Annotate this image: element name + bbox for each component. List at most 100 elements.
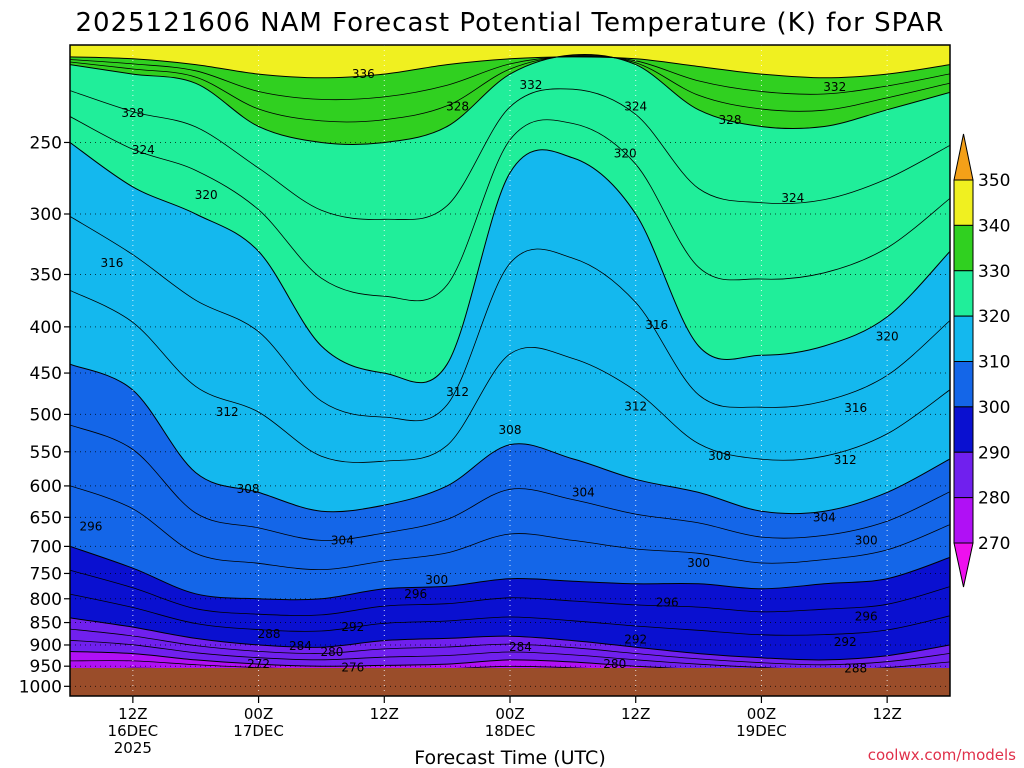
y-tick-label: 950 [30, 657, 62, 677]
contour-label: 332 [519, 78, 542, 92]
x-tick-label: 2025 [114, 739, 152, 757]
chart-title: 2025121606 NAM Forecast Potential Temper… [75, 8, 944, 38]
x-tick-label: 00Z [244, 705, 273, 723]
x-tick-label: 12Z [621, 705, 650, 723]
contour-label: 312 [834, 453, 857, 467]
colorbar-segment [953, 224, 974, 272]
grid-layer [70, 45, 950, 696]
contour-label: 276 [341, 660, 364, 674]
isentrope-interp [70, 628, 950, 666]
y-tick-label: 350 [30, 265, 62, 285]
x-tick-label: 00Z [747, 705, 776, 723]
isentrope-interp [70, 485, 950, 571]
x-tick-label: 19DEC [736, 722, 787, 740]
y-tick-label: 1000 [19, 677, 62, 697]
isentrope-interp [70, 88, 950, 221]
colorbar-label: 330 [978, 262, 1010, 282]
contour-label: 316 [645, 318, 668, 332]
contour-label: 288 [258, 627, 281, 641]
isentrope-interp [70, 216, 950, 422]
contour-label: 316 [100, 256, 123, 270]
contour-label: 308 [708, 449, 731, 463]
contour-label: 296 [404, 587, 427, 601]
colorbar-label: 350 [978, 171, 1010, 191]
y-tick-label: 500 [30, 405, 62, 425]
contour-label: 328 [446, 99, 469, 113]
contour-label: 292 [624, 632, 647, 646]
y-tick-label: 650 [30, 508, 62, 528]
contour-label: 320 [614, 146, 637, 160]
y-tick-label: 450 [30, 364, 62, 384]
contour-label: 296 [855, 610, 878, 624]
colorbar-label: 340 [978, 216, 1010, 236]
colorbar-segment [953, 497, 974, 544]
isentrope-330 [70, 53, 950, 145]
x-tick-label: 12Z [370, 705, 399, 723]
isentrope-290 [70, 617, 950, 661]
colorbar-segment [953, 270, 974, 317]
contour-label: 312 [624, 399, 647, 413]
isentrope-interp [70, 569, 950, 616]
contour-label: 304 [813, 510, 836, 524]
isentrope-interp [70, 289, 950, 463]
contour-label: 308 [237, 482, 260, 496]
contour-label: 300 [425, 573, 448, 587]
y-tick-label: 900 [30, 636, 62, 656]
ground-surface [70, 668, 950, 696]
x-tick-label: 17DEC [233, 722, 284, 740]
isentrope-interp [70, 593, 950, 636]
y-tick-label: 300 [30, 205, 62, 225]
colorbar-arrow-top [953, 133, 974, 181]
colorbar-segment [953, 315, 974, 362]
y-tick-label: 850 [30, 614, 62, 634]
isentrope-interp [70, 116, 950, 302]
contour-label: 320 [876, 330, 899, 344]
contour-label: 272 [247, 657, 270, 671]
colorbar-segment [953, 179, 974, 226]
y-tick-label: 400 [30, 318, 62, 338]
colorbar-label: 270 [978, 534, 1010, 554]
contour-label: 288 [844, 661, 867, 675]
contour-label: 296 [79, 519, 102, 533]
contour-label-layer: 336 332 332 328 328 328 324 324 324 320 320 320 316 3… [79, 67, 898, 675]
contour-label: 308 [499, 423, 522, 437]
x-tick-label: 16DEC [108, 722, 159, 740]
contour-label: 320 [195, 188, 218, 202]
contour-label: 324 [624, 99, 647, 113]
x-axis-title: Forecast Time (UTC) [414, 747, 605, 768]
y-tick-label: 600 [30, 477, 62, 497]
contour-label: 316 [844, 401, 867, 415]
colorbar-label: 280 [978, 489, 1010, 509]
contour-label: 312 [446, 385, 469, 399]
isentrope-310 [70, 363, 950, 515]
colorbar-segment [953, 406, 974, 453]
contour-label: 300 [855, 534, 878, 548]
y-tick-label: 800 [30, 590, 62, 610]
contour-label: 292 [341, 620, 364, 634]
y-tick-label: 550 [30, 443, 62, 463]
isentrope-320 [70, 142, 950, 384]
colorbar: 270 280 290 300 310 320 330 340 350 [953, 133, 1010, 588]
colorbar-label: 300 [978, 398, 1010, 418]
credit-link[interactable]: coolwx.com/models [868, 746, 1016, 764]
contour-label: 304 [572, 485, 595, 499]
x-tick-label: 12Z [872, 705, 901, 723]
contour-label: 336 [352, 67, 375, 81]
colorbar-segment [953, 451, 974, 499]
isentrope-interp [70, 55, 950, 101]
contour-label: 300 [687, 556, 710, 570]
x-tick-label: 00Z [495, 705, 524, 723]
contour-label: 284 [509, 640, 532, 654]
x-tick-label: 12Z [118, 705, 147, 723]
y-tick-label: 700 [30, 537, 62, 557]
contour-label: 328 [719, 113, 742, 127]
colorbar-arrow-bottom [953, 542, 974, 588]
y-tick-label: 250 [30, 133, 62, 153]
contour-label: 292 [834, 635, 857, 649]
x-tick-label: 18DEC [485, 722, 536, 740]
colorbar-segment [953, 361, 974, 408]
contour-label: 280 [320, 645, 343, 659]
contour-label: 296 [656, 596, 679, 610]
contour-label: 324 [132, 143, 155, 157]
